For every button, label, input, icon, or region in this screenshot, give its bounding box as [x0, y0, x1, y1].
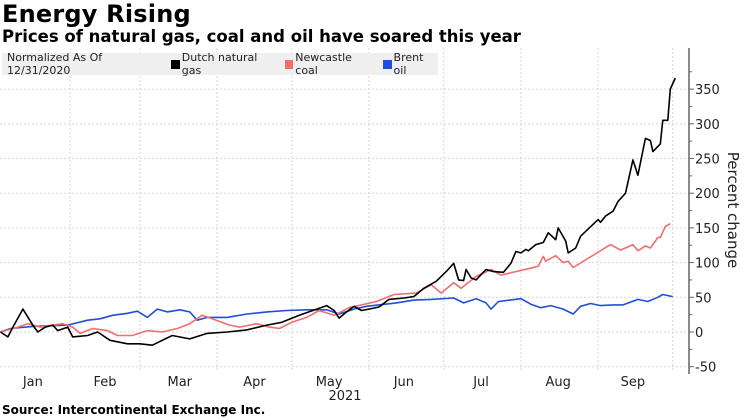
y-axis: -50 0 50 100 150 200 250 300 350	[688, 48, 720, 376]
series-line-dutch-natural-gas	[0, 77, 677, 346]
x-tick-label: Feb	[94, 375, 117, 390]
legend-note: Normalized As Of 12/31/2020	[7, 51, 103, 77]
source-note: Source: Intercontinental Exchange Inc.	[2, 403, 266, 417]
series-lines	[0, 77, 677, 346]
legend-label: Newcastle coal	[295, 51, 352, 77]
x-axis-labels: Jan Feb Mar Apr May Jun Jul Aug Sep	[22, 375, 645, 390]
x-tick-label: Jan	[22, 375, 43, 390]
legend: Normalized As Of 12/31/2020 Dutch natura…	[2, 51, 438, 77]
legend-label: Dutch natural gas	[181, 51, 258, 77]
y-tick-label: 250	[695, 153, 720, 168]
legend-item-coal: Newcastle coal	[284, 51, 375, 77]
x-tick-label: Mar	[167, 375, 192, 390]
gridlines	[0, 48, 689, 372]
x-tick-label: Aug	[546, 375, 571, 390]
series-line-newcastle-coal	[0, 223, 671, 337]
x-axis-year: 2021	[328, 389, 361, 404]
y-tick-label: 200	[695, 187, 720, 202]
y-tick-label: 150	[695, 222, 720, 237]
legend-label: Brent oil	[393, 51, 424, 77]
legend-swatch	[382, 59, 392, 69]
y-tick-label: 100	[695, 257, 720, 272]
legend-item-gas: Dutch natural gas	[171, 51, 277, 77]
y-tick-label: -50	[695, 361, 716, 376]
y-tick-label: 50	[695, 291, 712, 306]
x-tick-label: Jun	[393, 375, 414, 390]
x-tick-label: May	[316, 375, 343, 390]
x-tick-label: Apr	[243, 375, 266, 390]
x-tick-label: Sep	[621, 375, 646, 390]
legend-item-oil: Brent oil	[382, 51, 438, 77]
y-tick-label: 350	[695, 83, 720, 98]
y-tick-label: 0	[695, 326, 703, 341]
x-tick-label: Jul	[472, 375, 489, 390]
legend-swatch	[284, 59, 294, 69]
chart-title: Energy Rising	[2, 0, 191, 28]
legend-swatch	[171, 59, 180, 69]
y-tick-label: 300	[695, 118, 720, 133]
chart-subtitle: Prices of natural gas, coal and oil have…	[2, 27, 521, 46]
y-axis-title: Percent change	[724, 152, 742, 268]
